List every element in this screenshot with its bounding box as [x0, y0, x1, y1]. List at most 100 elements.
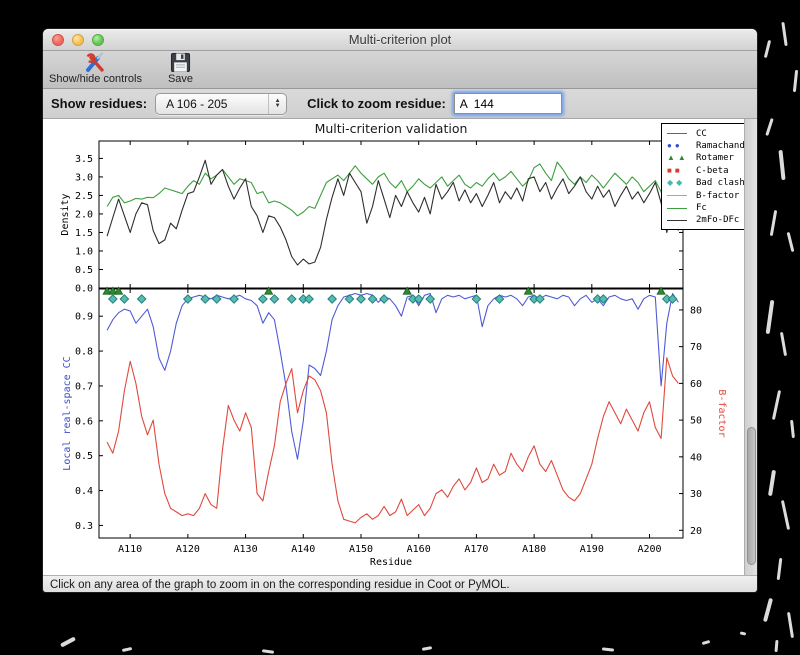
- noise-artifact: [762, 597, 774, 623]
- legend-label: CC: [696, 128, 707, 139]
- svg-text:1.0: 1.0: [75, 246, 93, 257]
- noise-artifact: [765, 299, 775, 335]
- minimize-button[interactable]: [72, 34, 84, 46]
- svg-text:0.7: 0.7: [75, 381, 93, 392]
- svg-text:A180: A180: [522, 544, 546, 555]
- svg-text:3.0: 3.0: [75, 172, 93, 183]
- svg-text:A200: A200: [637, 544, 661, 555]
- svg-text:1.5: 1.5: [75, 228, 93, 239]
- noise-artifact: [792, 69, 799, 93]
- controls-row: Show residues: A 106 - 205 ▲ ▼ Click to z…: [43, 89, 757, 119]
- noise-artifact: [59, 636, 77, 648]
- legend-label: B-factor: [696, 190, 740, 201]
- show-hide-controls-button[interactable]: Show/hide controls: [49, 51, 142, 86]
- noise-artifact: [771, 390, 782, 420]
- legend-label: Fc: [696, 203, 707, 214]
- svg-text:30: 30: [690, 489, 702, 500]
- save-button[interactable]: Save: [168, 51, 193, 86]
- svg-text:0.4: 0.4: [75, 486, 93, 497]
- noise-artifact: [776, 557, 783, 581]
- noise-artifact: [786, 611, 795, 639]
- save-icon: [170, 51, 191, 73]
- noise-artifact: [781, 21, 788, 47]
- noise-artifact: [601, 647, 615, 652]
- svg-text:40: 40: [690, 452, 702, 463]
- window-title: Multi-criterion plot: [348, 32, 452, 47]
- stepper-arrows-icon: ▲ ▼: [268, 93, 286, 114]
- legend-sample-circle: ● ●: [667, 141, 680, 151]
- zoom-button[interactable]: [92, 34, 104, 46]
- noise-artifact: [769, 209, 778, 237]
- svg-text:20: 20: [690, 526, 702, 537]
- tools-icon: [83, 51, 107, 73]
- svg-text:60: 60: [690, 379, 702, 390]
- svg-text:50: 50: [690, 416, 702, 427]
- show-hide-controls-label: Show/hide controls: [49, 73, 142, 85]
- validation-figure[interactable]: Multi-criterion validation A110 A120 A130 A1…: [43, 119, 757, 575]
- svg-text:B-factor: B-factor: [716, 389, 727, 437]
- svg-text:A170: A170: [464, 544, 488, 555]
- svg-text:0.0: 0.0: [75, 284, 93, 295]
- legend-label: C-beta: [696, 165, 729, 176]
- legend-sample-line: [667, 219, 692, 221]
- svg-text:A140: A140: [291, 544, 315, 555]
- svg-text:Residue: Residue: [370, 557, 412, 568]
- svg-text:A150: A150: [349, 544, 373, 555]
- legend-entry: ▲ ▲ Rotamer: [667, 153, 742, 164]
- legend-sample-line: [667, 207, 692, 209]
- legend-entry: ● ● Ramachandran: [667, 140, 757, 151]
- legend-entry: ◆ ◆ Bad clash: [667, 178, 745, 189]
- noise-artifact: [765, 117, 774, 137]
- svg-text:3.5: 3.5: [75, 154, 93, 165]
- svg-text:0.8: 0.8: [75, 347, 93, 358]
- legend-entry: 2mFo-DFc: [667, 215, 742, 226]
- legend-label: Bad clash: [696, 178, 745, 189]
- noise-artifact: [421, 646, 433, 651]
- residue-range-select[interactable]: A 106 - 205 ▲ ▼: [155, 92, 288, 115]
- noise-artifact: [261, 649, 275, 654]
- vertical-scrollbar[interactable]: [744, 119, 757, 575]
- legend-entry: B-factor: [667, 190, 742, 201]
- close-button[interactable]: [52, 34, 64, 46]
- noise-artifact: [739, 631, 747, 636]
- noise-artifact: [778, 149, 786, 181]
- legend-sample-line: [667, 133, 692, 135]
- zoom-residue-label: Click to zoom residue:: [307, 96, 446, 111]
- legend-label: Ramachandran: [696, 141, 758, 152]
- svg-text:2.0: 2.0: [75, 209, 93, 220]
- noise-artifact: [790, 419, 795, 439]
- scrollbar-thumb[interactable]: [747, 427, 756, 565]
- svg-text:2.5: 2.5: [75, 191, 93, 202]
- legend-label: 2mFo-DFc: [696, 215, 740, 226]
- validation-plot-svg[interactable]: Multi-criterion validation A110 A120 A130 A1…: [43, 119, 746, 575]
- legend-entry: Fc: [667, 202, 742, 213]
- plot-legend: CC ● ● Ramachandran ▲ ▲ Rotamer ■ ■ C-beta ◆ ◆ Bad c…: [661, 123, 757, 231]
- legend-sample-line: [667, 195, 692, 197]
- plot-area: Multi-criterion validation A110 A120 A130 A1…: [43, 119, 757, 575]
- zoom-residue-input[interactable]: [453, 93, 562, 114]
- legend-entry: CC: [667, 128, 742, 139]
- status-bar: Click on any area of the graph to zoom i…: [43, 575, 757, 592]
- noise-artifact: [774, 639, 779, 653]
- svg-text:Multi-criterion validation: Multi-criterion validation: [315, 121, 468, 136]
- svg-text:0.9: 0.9: [75, 312, 93, 323]
- noise-artifact: [763, 39, 772, 59]
- multi-criterion-plot-window: Multi-criterion plot Show/hide controls: [42, 28, 758, 593]
- svg-text:70: 70: [690, 342, 702, 353]
- svg-text:80: 80: [690, 305, 702, 316]
- svg-text:0.3: 0.3: [75, 521, 93, 532]
- legend-sample-diamond: ◆ ◆: [667, 178, 683, 188]
- window-controls: [52, 34, 104, 46]
- status-message: Click on any area of the graph to zoom i…: [50, 579, 510, 591]
- title-bar[interactable]: Multi-criterion plot: [43, 29, 757, 51]
- noise-artifact: [779, 331, 788, 357]
- show-residues-label: Show residues:: [51, 96, 148, 111]
- svg-text:A110: A110: [118, 544, 142, 555]
- svg-text:Local real-space CC: Local real-space CC: [62, 356, 73, 470]
- residue-range-value: A 106 - 205: [166, 96, 228, 111]
- noise-artifact: [701, 639, 711, 646]
- svg-text:Density: Density: [60, 193, 71, 235]
- noise-artifact: [121, 646, 133, 653]
- svg-text:0.6: 0.6: [75, 416, 93, 427]
